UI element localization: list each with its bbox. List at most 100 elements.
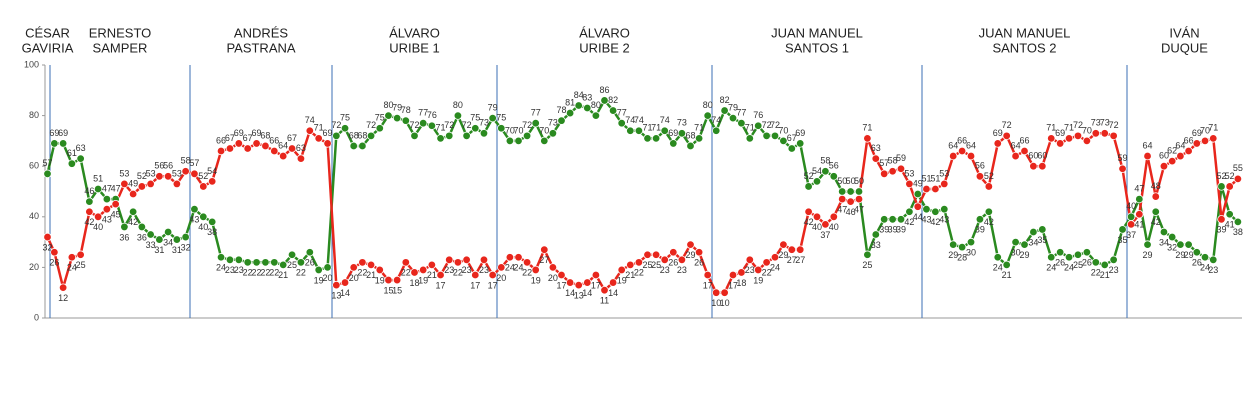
point (296, 154, 306, 163)
data-label: 42 (804, 217, 814, 227)
data-label: 58 (820, 156, 830, 166)
data-label: 19 (531, 275, 541, 285)
data-label: 73 (548, 118, 558, 128)
data-label: 40 (812, 222, 822, 232)
data-label: 78 (401, 105, 411, 115)
point (102, 205, 112, 214)
data-label: 62 (1167, 146, 1177, 156)
data-label: 74 (711, 115, 721, 125)
data-label: 69 (58, 128, 68, 138)
data-label: 29 (1143, 250, 1153, 260)
data-label: 52 (1225, 171, 1235, 181)
point (948, 240, 958, 249)
point (1002, 260, 1011, 270)
point (401, 258, 411, 267)
point (76, 250, 85, 259)
point (1225, 210, 1234, 219)
point (643, 250, 652, 259)
point (838, 187, 847, 196)
point (957, 242, 967, 252)
period-title: JUAN MANUEL (771, 25, 863, 40)
point (660, 126, 669, 135)
point (694, 248, 704, 257)
data-label: 21 (366, 270, 376, 280)
point (67, 159, 77, 168)
point (340, 124, 350, 133)
data-label: 72 (444, 120, 454, 130)
point (287, 144, 297, 153)
point (863, 134, 872, 143)
point (548, 263, 558, 272)
point (1002, 131, 1011, 141)
data-label: 19 (375, 275, 385, 285)
period-title: URIBE 2 (579, 40, 630, 55)
data-label: 73 (677, 118, 687, 128)
data-label: 36 (119, 232, 129, 242)
point (651, 134, 661, 143)
data-label: 29 (685, 250, 695, 260)
point (712, 126, 721, 135)
point (1064, 134, 1074, 143)
period-title: JUAN MANUEL (979, 25, 1071, 40)
data-label: 40 (93, 222, 103, 232)
point (829, 172, 838, 181)
point (565, 108, 575, 118)
data-label: 72 (331, 120, 341, 130)
point (146, 179, 155, 189)
data-label: 61 (67, 148, 77, 158)
point (522, 131, 532, 141)
point (984, 182, 994, 191)
point (634, 258, 644, 267)
point (1167, 232, 1177, 242)
data-label: 30 (966, 247, 976, 257)
point (1011, 151, 1020, 161)
data-label: 56 (154, 161, 164, 171)
data-label: 29 (1019, 250, 1029, 260)
data-label: 75 (470, 113, 480, 123)
point (225, 255, 235, 265)
point (375, 124, 384, 133)
point (427, 121, 437, 130)
period-title: SANTOS 1 (785, 40, 849, 55)
point (314, 134, 323, 143)
data-label: 70 (1082, 125, 1092, 135)
point (720, 288, 729, 297)
point (770, 253, 780, 262)
point (591, 111, 601, 120)
point (1225, 182, 1234, 191)
data-label: 51 (921, 173, 931, 183)
point (993, 253, 1002, 262)
point (669, 248, 678, 257)
data-label: 52 (984, 171, 994, 181)
data-label: 84 (574, 90, 584, 100)
point (1118, 225, 1127, 234)
data-label: 40 (829, 222, 839, 232)
data-label: 72 (462, 120, 472, 130)
data-label: 69 (668, 128, 678, 138)
data-label: 71 (1046, 123, 1056, 133)
point (225, 144, 235, 153)
point (838, 194, 847, 204)
point (966, 151, 976, 161)
data-label: 24 (513, 263, 523, 273)
data-label: 80 (591, 100, 601, 110)
point (332, 131, 341, 141)
data-label: 63 (296, 143, 306, 153)
point (471, 124, 480, 133)
point (940, 179, 949, 189)
data-label: 47 (111, 183, 121, 193)
point (779, 136, 788, 146)
point (957, 146, 967, 156)
data-label: 24 (1200, 263, 1210, 273)
data-label: 17 (591, 280, 601, 290)
point (669, 139, 678, 148)
data-label: 72 (366, 120, 376, 130)
point (67, 253, 77, 262)
point (358, 258, 367, 267)
data-label: 47 (854, 204, 864, 214)
point (1109, 131, 1118, 141)
data-label: 79 (728, 103, 738, 113)
point (651, 250, 661, 259)
data-label: 60 (1028, 151, 1038, 161)
